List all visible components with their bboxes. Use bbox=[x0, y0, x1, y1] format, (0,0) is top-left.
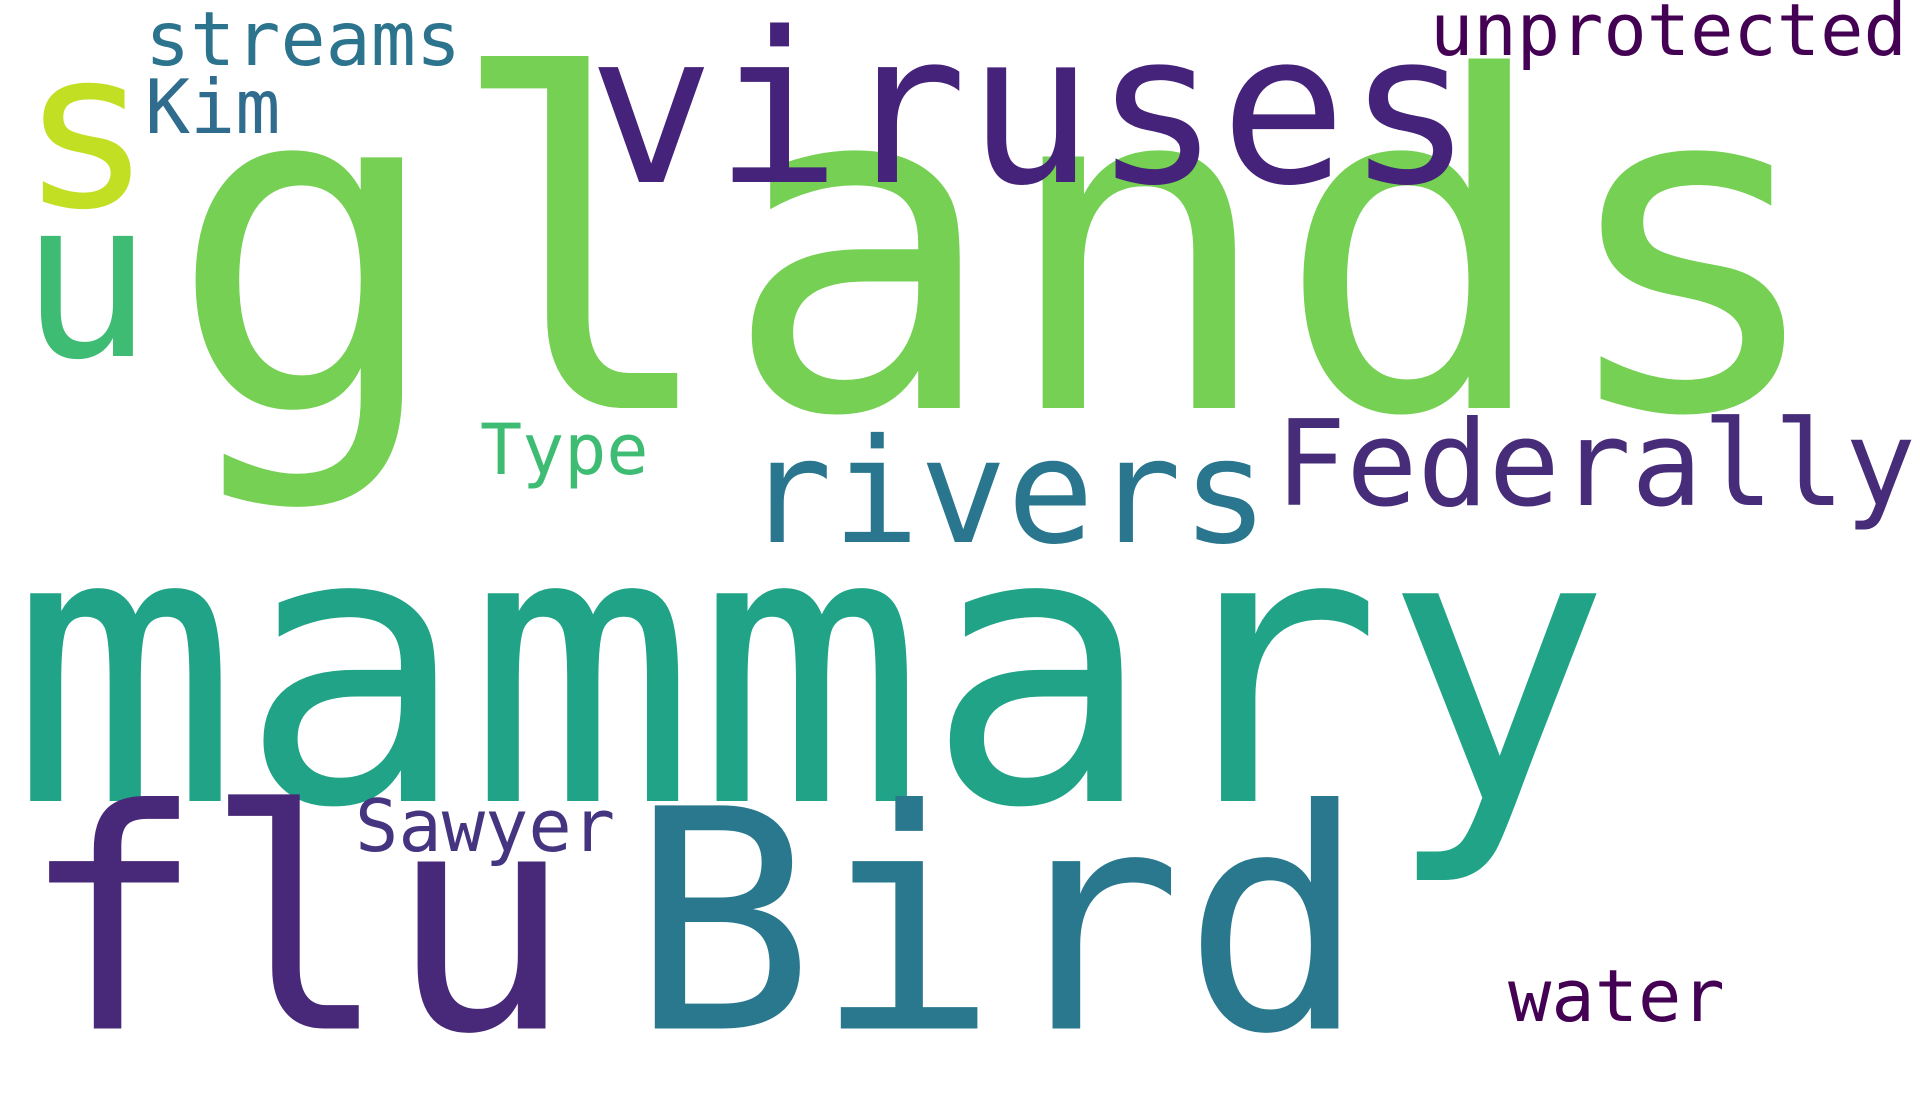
word-bird: Bird bbox=[630, 744, 1367, 1101]
word-federally: Federally bbox=[1275, 395, 1916, 533]
word-rivers: rivers bbox=[745, 408, 1269, 577]
word-mammary: mammary bbox=[10, 448, 1612, 891]
word-type: Type bbox=[480, 409, 649, 491]
word-kim: Kim bbox=[145, 63, 281, 151]
word-streams: streams bbox=[145, 0, 462, 83]
word-u: u bbox=[20, 152, 153, 408]
word-s: s bbox=[20, 2, 153, 258]
word-unprotected: unprotected bbox=[1430, 0, 1907, 72]
word-flu: flu bbox=[20, 744, 573, 1101]
word-glands: glands bbox=[168, 0, 1830, 517]
word-water: water bbox=[1508, 954, 1725, 1038]
word-viruses: viruses bbox=[588, 0, 1474, 232]
word-sawyer: Sawyer bbox=[355, 784, 616, 868]
